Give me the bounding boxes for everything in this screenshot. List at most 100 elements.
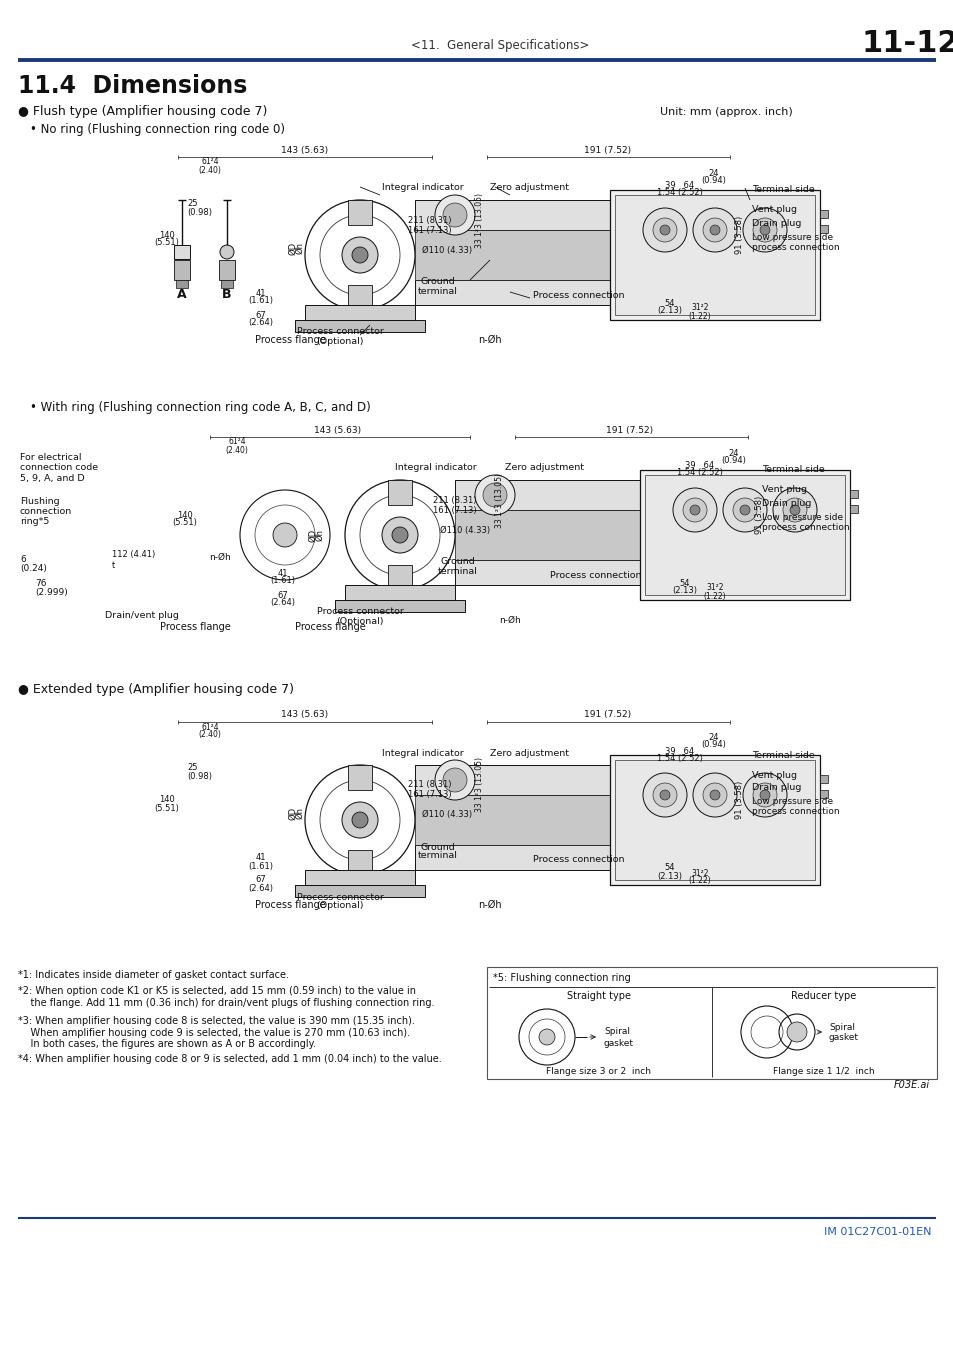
Circle shape (709, 225, 720, 235)
Bar (345, 585, 455, 599)
Text: Spiral: Spiral (603, 1027, 629, 1037)
Text: 11-12: 11-12 (861, 28, 953, 58)
Circle shape (709, 790, 720, 801)
Text: (2.64): (2.64) (248, 319, 274, 328)
Circle shape (538, 1029, 555, 1045)
Text: (5.51): (5.51) (172, 518, 197, 528)
Text: 24: 24 (708, 733, 719, 743)
Text: *2: When option code K1 or K5 is selected, add 15 mm (0.59 inch) to the value in: *2: When option code K1 or K5 is selecte… (18, 986, 434, 1007)
Bar (615, 760, 814, 880)
Text: Vent plug: Vent plug (751, 771, 796, 779)
Text: 191 (7.52): 191 (7.52) (584, 710, 631, 720)
Text: Ground: Ground (420, 278, 455, 286)
Text: Ground: Ground (440, 558, 475, 567)
Text: 67: 67 (255, 310, 266, 320)
Text: 39   64: 39 64 (665, 181, 694, 190)
Text: terminal: terminal (437, 567, 477, 575)
Text: 91 (3.58): 91 (3.58) (755, 495, 763, 535)
Bar (415, 795, 609, 845)
Bar (455, 560, 639, 585)
Bar (415, 765, 609, 795)
Text: (1.22): (1.22) (688, 876, 711, 886)
Text: 61²4: 61²4 (201, 158, 218, 166)
Circle shape (692, 208, 737, 252)
Text: ● Flush type (Amplifier housing code 7): ● Flush type (Amplifier housing code 7) (18, 105, 267, 119)
Circle shape (702, 783, 726, 807)
Bar (175, 279, 188, 288)
Text: 41: 41 (255, 289, 266, 297)
Bar (173, 244, 190, 259)
Text: 31²2: 31²2 (691, 304, 708, 312)
Circle shape (435, 194, 475, 235)
Circle shape (732, 498, 757, 522)
Text: Process flange: Process flange (254, 335, 325, 346)
Bar (820, 211, 827, 217)
Text: gasket: gasket (603, 1038, 634, 1048)
Bar (388, 566, 412, 585)
Text: 211 (8.31): 211 (8.31) (408, 216, 452, 224)
Bar (173, 261, 190, 279)
Text: 5, 9, A, and D: 5, 9, A, and D (20, 474, 85, 482)
Text: Øh: Øh (295, 807, 304, 819)
Text: Process connection: Process connection (550, 571, 640, 579)
Circle shape (789, 505, 800, 514)
Text: (2.999): (2.999) (35, 587, 68, 597)
Bar (455, 510, 639, 560)
Text: ØD: ØD (308, 528, 317, 541)
Text: F03E.ai: F03E.ai (893, 1080, 929, 1089)
Text: ØD: ØD (288, 242, 297, 255)
Text: Øh: Øh (295, 242, 304, 254)
Bar (348, 285, 372, 305)
Text: n-Øh: n-Øh (498, 616, 520, 625)
Text: 140: 140 (159, 231, 174, 239)
Circle shape (482, 483, 506, 508)
Circle shape (722, 487, 766, 532)
Text: (1.61): (1.61) (248, 861, 274, 871)
Text: process connection: process connection (751, 807, 839, 817)
Text: connection code: connection code (20, 463, 98, 472)
Text: terminal: terminal (417, 852, 457, 860)
Text: B: B (222, 289, 232, 301)
Text: 1.54 (2.52): 1.54 (2.52) (677, 468, 722, 478)
Circle shape (341, 802, 377, 838)
Text: Process flange: Process flange (159, 622, 230, 632)
Circle shape (760, 790, 769, 801)
Text: Ø110 (4.33): Ø110 (4.33) (421, 246, 472, 255)
Text: (2.64): (2.64) (248, 883, 274, 892)
Text: 140: 140 (159, 795, 174, 805)
Text: Flushing: Flushing (20, 498, 59, 506)
Text: Process connection: Process connection (533, 856, 624, 864)
Text: *5: Flushing connection ring: *5: Flushing connection ring (493, 973, 630, 983)
Text: terminal: terminal (417, 286, 457, 296)
Circle shape (689, 505, 700, 514)
Text: n-Øh: n-Øh (477, 335, 501, 346)
Bar (305, 869, 415, 886)
Text: 39   64: 39 64 (665, 747, 694, 756)
Text: Unit: mm (approx. inch): Unit: mm (approx. inch) (659, 107, 792, 117)
Circle shape (475, 475, 515, 514)
Circle shape (442, 768, 467, 792)
Text: Process flange: Process flange (254, 900, 325, 910)
Text: (0.94): (0.94) (700, 176, 725, 185)
Text: Terminal side: Terminal side (751, 751, 814, 760)
Text: Flange size 1 1/2  inch: Flange size 1 1/2 inch (772, 1066, 874, 1076)
Text: 112 (4.41): 112 (4.41) (112, 551, 155, 559)
Text: 39   64: 39 64 (684, 462, 714, 471)
Bar (294, 320, 424, 332)
Circle shape (752, 217, 776, 242)
Text: Reducer type: Reducer type (791, 991, 856, 1000)
Bar (849, 505, 857, 513)
Text: 161 (7.13): 161 (7.13) (433, 505, 476, 514)
Text: n-Øh: n-Øh (209, 552, 231, 562)
Text: (2.40): (2.40) (198, 730, 221, 740)
Text: Spiral: Spiral (828, 1022, 854, 1031)
Text: (0.98): (0.98) (187, 772, 212, 782)
Text: 1.54 (2.52): 1.54 (2.52) (657, 753, 702, 763)
Circle shape (672, 487, 717, 532)
Text: 6: 6 (20, 555, 26, 564)
Text: Process connector: Process connector (316, 608, 403, 617)
Circle shape (442, 202, 467, 227)
Text: Vent plug: Vent plug (761, 486, 806, 494)
Text: Drain/vent plug: Drain/vent plug (105, 610, 179, 620)
Text: (1.22): (1.22) (703, 591, 725, 601)
